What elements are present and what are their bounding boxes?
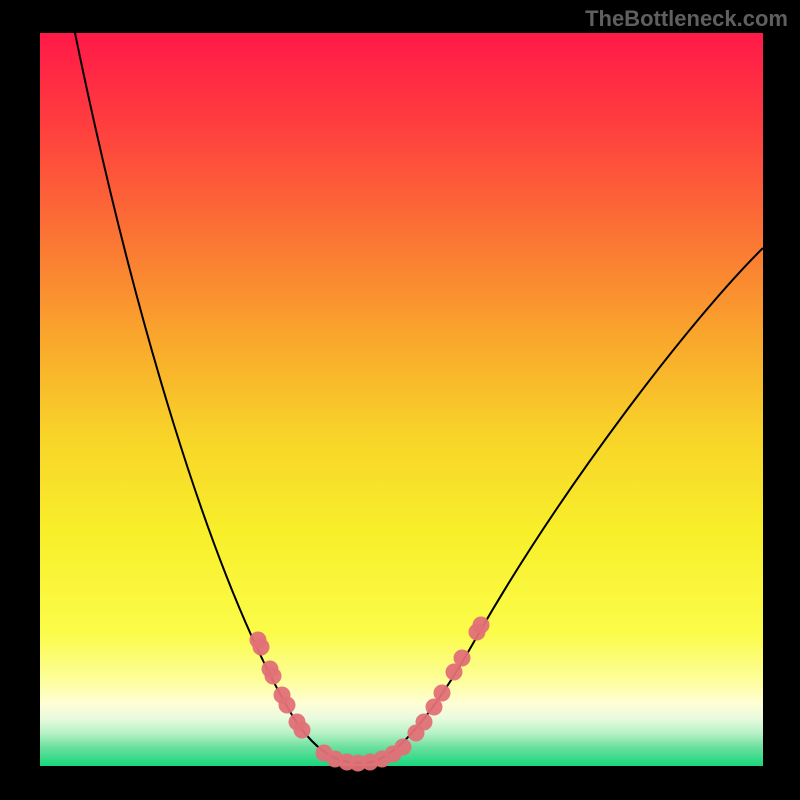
- gradient-plot-area: [40, 33, 763, 766]
- data-marker: [265, 668, 282, 685]
- data-marker: [294, 722, 311, 739]
- bottleneck-chart: [0, 0, 800, 800]
- data-marker: [279, 697, 296, 714]
- watermark-text: TheBottleneck.com: [585, 6, 788, 32]
- data-marker: [395, 739, 412, 756]
- chart-container: TheBottleneck.com: [0, 0, 800, 800]
- data-marker: [454, 650, 471, 667]
- data-marker: [434, 685, 451, 702]
- data-marker: [473, 617, 490, 634]
- data-marker: [253, 639, 270, 656]
- data-marker: [416, 714, 433, 731]
